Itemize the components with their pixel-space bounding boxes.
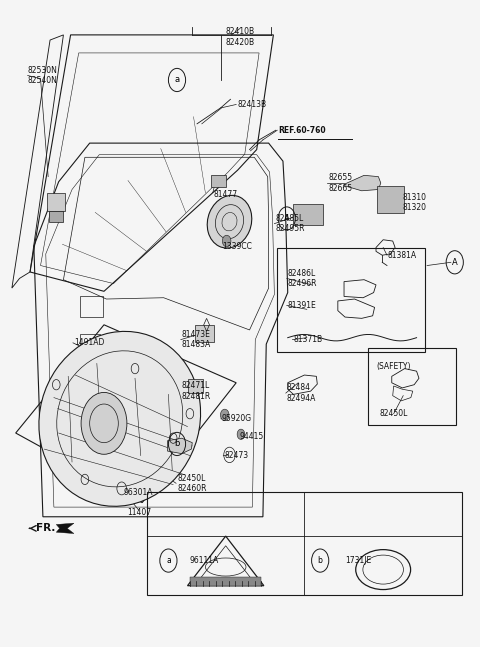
Text: 81477: 81477 [214, 190, 238, 199]
Bar [49, 211, 63, 223]
Bar [195, 325, 214, 342]
Text: 95920G: 95920G [222, 414, 252, 423]
Text: 82450L: 82450L [380, 409, 408, 418]
Ellipse shape [39, 331, 201, 507]
Text: A: A [284, 214, 289, 223]
Bar [98, 439, 110, 454]
Bar [82, 412, 95, 426]
Bar [80, 296, 103, 317]
Text: 81391E: 81391E [288, 301, 316, 310]
Text: FR.: FR. [36, 523, 55, 533]
Text: 81371B: 81371B [294, 335, 323, 344]
Text: a: a [174, 76, 180, 85]
Bar [69, 373, 87, 396]
Text: 82410B
82420B: 82410B 82420B [226, 27, 254, 47]
Circle shape [222, 236, 231, 247]
Text: 96111A: 96111A [190, 556, 219, 565]
Text: 82484
82494A: 82484 82494A [287, 384, 316, 403]
Bar [80, 334, 100, 353]
Text: 82471L
82481R: 82471L 82481R [182, 382, 211, 401]
Bar [211, 175, 226, 187]
Text: (SAFETY): (SAFETY) [376, 362, 411, 371]
Bar [147, 492, 462, 595]
Text: 82413B: 82413B [238, 100, 267, 109]
Text: 1339CC: 1339CC [222, 242, 252, 250]
Bar [377, 186, 404, 213]
Text: 81381A: 81381A [388, 250, 417, 259]
Circle shape [81, 393, 127, 454]
Bar [190, 576, 262, 586]
Text: 81473E
81483A: 81473E 81483A [182, 330, 211, 349]
Circle shape [237, 429, 245, 439]
Text: 82486L
82496R: 82486L 82496R [288, 269, 317, 288]
Text: 96301A: 96301A [123, 488, 153, 497]
Bar [293, 204, 323, 225]
Text: 82655
82665: 82655 82665 [328, 173, 352, 193]
Text: 82473: 82473 [225, 451, 249, 460]
Text: 1731JE: 1731JE [345, 556, 371, 565]
Polygon shape [168, 438, 192, 454]
Polygon shape [56, 523, 74, 534]
Text: a: a [166, 556, 171, 565]
Text: 82450L
82460R: 82450L 82460R [177, 474, 206, 493]
Ellipse shape [207, 195, 252, 248]
Text: b: b [174, 439, 180, 448]
Text: 82530N
82540N: 82530N 82540N [28, 66, 58, 85]
Text: REF.60-760: REF.60-760 [278, 126, 326, 135]
Polygon shape [344, 175, 381, 191]
Circle shape [220, 409, 229, 421]
Text: b: b [318, 556, 323, 565]
Text: 82485L
82495R: 82485L 82495R [276, 214, 305, 234]
Text: A: A [452, 258, 457, 267]
Bar [188, 379, 203, 393]
Text: 1491AD: 1491AD [74, 338, 104, 347]
Text: 11407: 11407 [127, 509, 151, 518]
Text: 81310
81320: 81310 81320 [402, 193, 426, 212]
Bar [47, 193, 65, 211]
Text: 94415: 94415 [240, 432, 264, 441]
